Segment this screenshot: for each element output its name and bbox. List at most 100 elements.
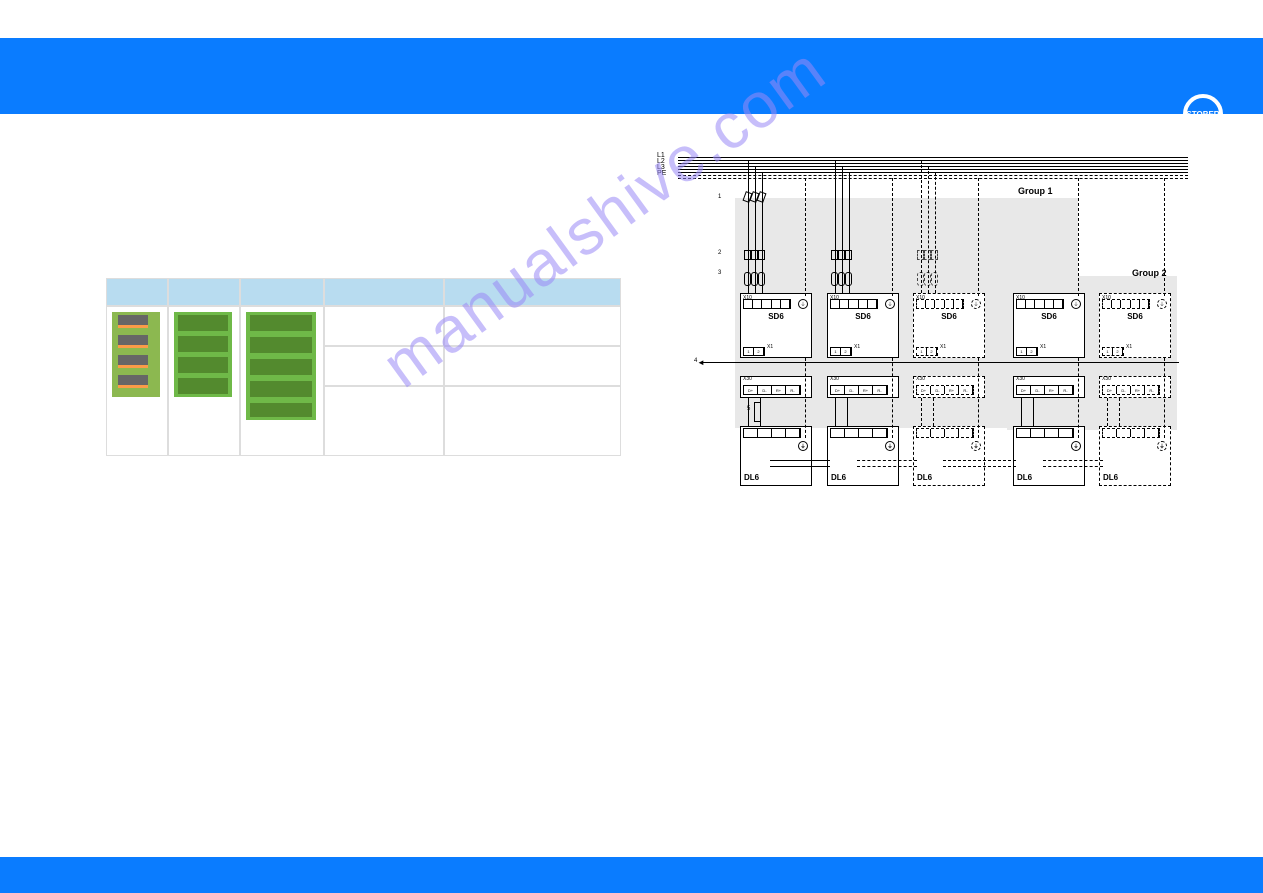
gnd-icon: ⏚ — [1071, 299, 1081, 309]
sd6-label: SD6 — [1014, 312, 1084, 321]
gnd-icon: ⏚ — [1071, 441, 1081, 451]
x30-label: X30 — [1016, 376, 1025, 382]
pe-drop-dl1 — [805, 358, 806, 438]
sd6-box-5: X10 ⏚ SD6 12 X1 — [1099, 293, 1171, 358]
x30-conn: D+D-R+R- — [1102, 385, 1160, 395]
dl6-box-4: ⏚ DL6 — [1013, 426, 1085, 486]
vc2b — [847, 398, 848, 426]
td-r3c4 — [324, 386, 444, 456]
gnd-icon: ⏚ — [971, 299, 981, 309]
x1-conn: 12 — [1102, 347, 1124, 356]
dlbus2 — [857, 460, 917, 461]
x1-conn: 12 — [830, 347, 852, 356]
wiring-diagram: L1 L2 L3 PE Group 1 Group 2 1 2 3 4 5 — [640, 148, 1200, 628]
cb-grp-2 — [831, 250, 853, 260]
sd6-box-2: X10 ⏚ SD6 12 X1 — [827, 293, 899, 358]
td-img3 — [240, 306, 324, 456]
terminal-image-1 — [112, 312, 160, 397]
dl6-box-5: ⏚ DL6 — [1099, 426, 1171, 486]
x30-label: X30 — [916, 376, 925, 382]
sd6-box-4: X10 ⏚ SD6 12 X1 — [1013, 293, 1085, 358]
td-r3c5 — [444, 386, 621, 456]
dl-conn — [743, 428, 801, 438]
th-c5 — [444, 278, 621, 306]
dl6-label: DL6 — [1017, 473, 1032, 482]
choke-grp-1 — [744, 272, 766, 286]
l1-line — [678, 157, 1188, 158]
th-c4 — [324, 278, 444, 306]
svg-text:STOBER: STOBER — [1186, 110, 1219, 119]
dl6-box-3: ⏚ DL6 — [913, 426, 985, 486]
dl6-label: DL6 — [1103, 473, 1118, 482]
x30-box-3: X30 D+D-R+R- — [913, 376, 985, 398]
x1-conn: 12 — [743, 347, 765, 356]
td-r1c5 — [444, 306, 621, 346]
power-labels: L1 L2 L3 PE — [657, 153, 666, 177]
vc5a — [1107, 398, 1108, 426]
td-r2c4 — [324, 346, 444, 386]
dlbus4b — [1043, 466, 1103, 467]
vc1a — [748, 398, 749, 426]
x1-bus — [702, 362, 1179, 363]
dl6-label: DL6 — [831, 473, 846, 482]
dl6-label: DL6 — [744, 473, 759, 482]
terminal-image-3 — [246, 312, 316, 420]
x1-conn: 12 — [1016, 347, 1038, 356]
sd6-label: SD6 — [914, 312, 984, 321]
x10-conn — [830, 299, 878, 309]
l2-line — [678, 163, 1188, 164]
x30-box-5: X30 D+D-R+R- — [1099, 376, 1171, 398]
th-c1 — [106, 278, 168, 306]
x30-conn: D+D-R+R- — [1016, 385, 1074, 395]
pe-drop-dl3 — [978, 358, 979, 438]
sd6-label: SD6 — [1100, 312, 1170, 321]
gnd-icon: ⏚ — [885, 299, 895, 309]
vc4a — [1021, 398, 1022, 426]
x30-box-2: X30 D+D-R+R- — [827, 376, 899, 398]
group1-label: Group 1 — [1018, 186, 1053, 196]
dl6-box-1: ⏚ DL6 — [740, 426, 812, 486]
dlbus3b — [943, 466, 1016, 467]
pe-drop-3 — [978, 178, 979, 296]
terminal-image-2 — [174, 312, 232, 397]
sd6-label: SD6 — [828, 312, 898, 321]
cb-grp-3 — [917, 250, 939, 260]
dl6-box-2: ⏚ DL6 — [827, 426, 899, 486]
dlbus4 — [1043, 460, 1103, 461]
vc1b — [760, 398, 761, 426]
x1-label: X1 — [940, 344, 946, 350]
fuse-grp-1 — [744, 196, 766, 210]
cb-grp-1 — [744, 250, 766, 260]
vc5b — [1119, 398, 1120, 426]
x30-conn: D+D-R+R- — [830, 385, 888, 395]
dl-conn — [830, 428, 888, 438]
pe-drop-1 — [805, 178, 806, 296]
x1-label: X1 — [1040, 344, 1046, 350]
x10-conn — [1102, 299, 1150, 309]
vc2a — [835, 398, 836, 426]
gnd-icon: ⏚ — [971, 441, 981, 451]
gnd-icon: ⏚ — [885, 441, 895, 451]
sd6-label: SD6 — [741, 312, 811, 321]
dl-conn — [1016, 428, 1074, 438]
choke-grp-2 — [831, 272, 853, 286]
dlbus3 — [943, 460, 1016, 461]
pe-drop-5 — [1164, 178, 1165, 296]
th-c2 — [168, 278, 240, 306]
x1-conn: 12 — [916, 347, 938, 356]
x30-conn: D+D-R+R- — [743, 385, 801, 395]
vc3a — [921, 398, 922, 426]
page-content: L1 L2 L3 PE Group 1 Group 2 1 2 3 4 5 — [0, 130, 1263, 780]
gnd-icon: ⏚ — [798, 299, 808, 309]
x1-label: X1 — [1126, 344, 1132, 350]
choke-grp-3 — [917, 272, 939, 286]
dl-conn — [916, 428, 974, 438]
vc3b — [933, 398, 934, 426]
sd6-box-3: X10 ⏚ SD6 12 X1 — [913, 293, 985, 358]
num-3: 3 — [718, 270, 721, 276]
gnd-icon: ⏚ — [798, 441, 808, 451]
vc4b — [1033, 398, 1034, 426]
l1-line2 — [678, 160, 1188, 161]
x1-label: X1 — [767, 344, 773, 350]
pe-drop-2 — [892, 178, 893, 296]
